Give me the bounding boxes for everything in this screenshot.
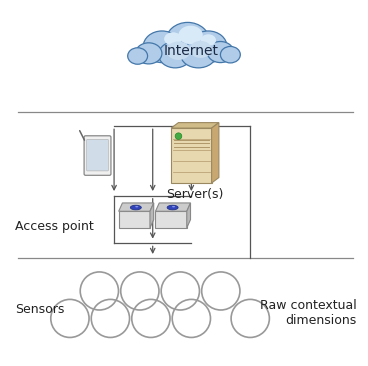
Polygon shape [156, 203, 191, 211]
Ellipse shape [190, 31, 227, 63]
Bar [156, 211, 187, 228]
Bar [118, 211, 150, 228]
Ellipse shape [159, 41, 192, 68]
Ellipse shape [207, 41, 234, 63]
Ellipse shape [166, 22, 210, 61]
Polygon shape [150, 203, 154, 228]
Circle shape [175, 133, 182, 139]
Polygon shape [171, 123, 219, 128]
Text: Raw contextual
dimensions: Raw contextual dimensions [260, 299, 357, 327]
Text: Access point: Access point [15, 220, 93, 234]
Ellipse shape [190, 41, 212, 58]
Text: Sensors: Sensors [15, 303, 64, 316]
Ellipse shape [135, 43, 162, 64]
Ellipse shape [135, 206, 138, 208]
Ellipse shape [201, 34, 216, 46]
Text: Server(s): Server(s) [166, 188, 224, 202]
Ellipse shape [172, 206, 175, 208]
Ellipse shape [166, 41, 191, 60]
FancyBboxPatch shape [84, 136, 111, 175]
Ellipse shape [130, 205, 141, 210]
Ellipse shape [143, 31, 181, 63]
Polygon shape [212, 123, 219, 183]
Polygon shape [118, 203, 154, 211]
Ellipse shape [128, 48, 148, 64]
Ellipse shape [167, 205, 178, 210]
Ellipse shape [164, 32, 182, 45]
Ellipse shape [220, 46, 240, 63]
Ellipse shape [181, 41, 216, 68]
Text: Internet: Internet [164, 44, 219, 58]
Ellipse shape [178, 26, 203, 44]
FancyBboxPatch shape [87, 139, 108, 171]
Polygon shape [187, 203, 191, 228]
Bar [171, 128, 212, 183]
